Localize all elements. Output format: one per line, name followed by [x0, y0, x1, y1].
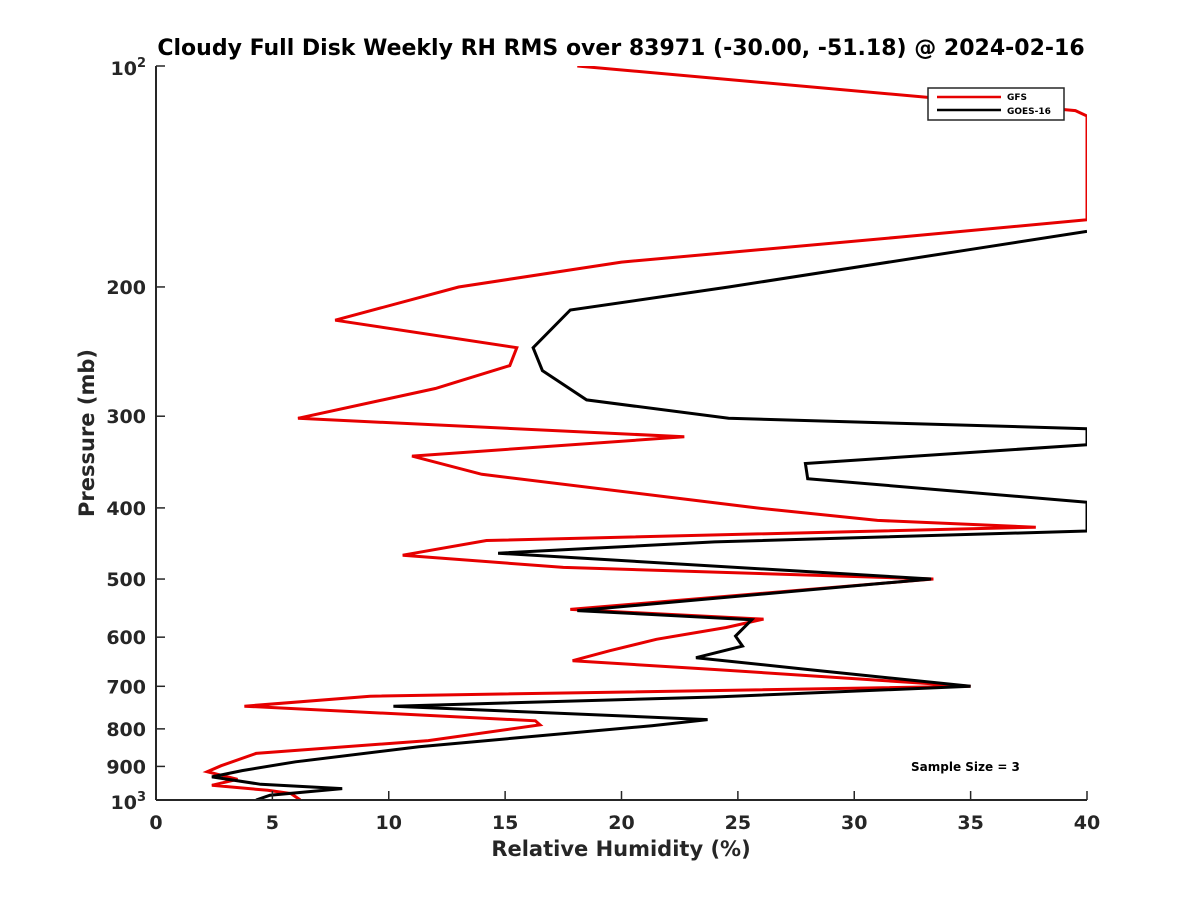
series-line-gfs — [202, 66, 1087, 800]
x-tick-label: 10 — [376, 812, 402, 834]
x-ticks: 0 5 10 15 20 25 30 35 40 — [149, 791, 1100, 834]
y-tick-label: 900 — [106, 756, 146, 778]
plot-area: 0 5 10 15 20 25 30 35 40 200 300 400 500 600 700 800 90… — [106, 56, 1100, 834]
legend-label-gfs: GFS — [1007, 93, 1027, 103]
x-tick-label: 25 — [725, 812, 751, 834]
legend-box — [927, 87, 1065, 121]
x-tick-label: 40 — [1074, 812, 1100, 834]
y-tick-label: 300 — [106, 406, 146, 428]
y-tick-label: 400 — [106, 498, 146, 520]
chart-title: Cloudy Full Disk Weekly RH RMS over 8397… — [157, 36, 1084, 61]
y-tick-label: 200 — [106, 277, 146, 299]
series-layer — [202, 66, 1087, 800]
y-ticks: 200 300 400 500 600 700 800 900 — [106, 65, 165, 801]
x-tick-label: 0 — [149, 812, 162, 834]
y-tick-label: 800 — [106, 719, 146, 741]
sample-size-annotation: Sample Size = 3 — [911, 760, 1020, 774]
x-tick-label: 5 — [266, 812, 279, 834]
x-tick-label: 20 — [608, 812, 634, 834]
y-tick-label: 700 — [106, 676, 146, 698]
x-tick-label: 35 — [957, 812, 983, 834]
y-axis-label: Pressure (mb) — [75, 349, 99, 517]
y-bottom-tick-label: 103 — [111, 790, 147, 814]
y-top-tick-label: 102 — [111, 56, 147, 80]
x-tick-label: 30 — [841, 812, 867, 834]
x-tick-label: 15 — [492, 812, 518, 834]
legend-label-goes16: GOES-16 — [1007, 107, 1051, 117]
x-axis-label: Relative Humidity (%) — [491, 837, 750, 861]
y-tick-label: 600 — [106, 627, 146, 649]
y-tick-label: 500 — [106, 569, 146, 591]
legend: GFS GOES-16 — [927, 87, 1065, 121]
series-line-goes16 — [211, 229, 1087, 800]
